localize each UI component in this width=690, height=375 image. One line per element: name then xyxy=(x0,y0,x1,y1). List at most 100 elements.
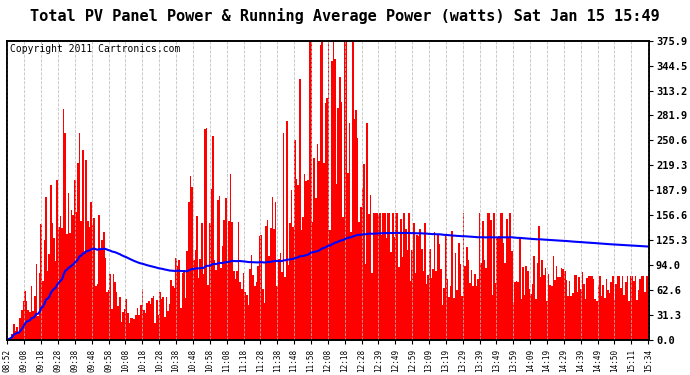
Bar xyxy=(101,240,103,340)
Bar xyxy=(322,42,323,340)
Bar xyxy=(13,324,14,340)
Bar xyxy=(571,296,572,340)
Bar xyxy=(484,260,485,340)
Bar xyxy=(83,251,86,340)
Bar xyxy=(357,138,358,340)
Bar xyxy=(297,185,299,340)
Bar xyxy=(58,227,59,340)
Bar xyxy=(617,276,618,340)
Bar xyxy=(415,273,416,340)
Bar xyxy=(34,296,35,340)
Bar xyxy=(137,309,138,340)
Bar xyxy=(79,133,81,340)
Bar xyxy=(291,190,293,340)
Bar xyxy=(646,276,647,340)
Bar xyxy=(318,161,319,340)
Bar xyxy=(69,233,71,340)
Text: Total PV Panel Power & Running Average Power (watts) Sat Jan 15 15:49: Total PV Panel Power & Running Average P… xyxy=(30,8,660,24)
Bar xyxy=(444,288,445,340)
Bar xyxy=(121,321,122,340)
Bar xyxy=(578,276,580,340)
Bar xyxy=(198,278,199,340)
Bar xyxy=(174,288,175,340)
Bar xyxy=(522,267,524,340)
Bar xyxy=(35,264,37,340)
Bar xyxy=(181,273,184,340)
Bar xyxy=(235,279,236,340)
Bar xyxy=(558,276,559,340)
Bar xyxy=(586,278,588,340)
Bar xyxy=(326,98,328,340)
Bar xyxy=(464,266,466,340)
Bar xyxy=(591,276,593,340)
Bar xyxy=(567,296,569,340)
Bar xyxy=(642,276,644,340)
Bar xyxy=(278,259,279,340)
Bar xyxy=(362,188,363,340)
Bar xyxy=(598,285,599,340)
Bar xyxy=(103,232,105,340)
Bar xyxy=(116,292,117,340)
Bar xyxy=(17,327,18,340)
Bar xyxy=(363,164,365,340)
Bar xyxy=(243,273,244,340)
Bar xyxy=(45,197,47,340)
Bar xyxy=(52,223,53,340)
Bar xyxy=(132,318,133,340)
Bar xyxy=(277,286,278,340)
Bar xyxy=(239,282,241,340)
Bar xyxy=(561,268,562,340)
Bar xyxy=(98,215,100,340)
Bar xyxy=(636,300,638,340)
Bar xyxy=(633,281,635,340)
Bar xyxy=(254,286,255,340)
Bar xyxy=(279,254,282,340)
Bar xyxy=(241,289,243,340)
Bar xyxy=(455,254,456,340)
Bar xyxy=(402,258,403,340)
Bar xyxy=(324,104,326,340)
Bar xyxy=(188,202,190,340)
Bar xyxy=(124,309,126,340)
Bar xyxy=(77,163,79,340)
Bar xyxy=(155,322,156,340)
Bar xyxy=(304,174,306,340)
Bar xyxy=(14,331,17,340)
Bar xyxy=(175,258,177,340)
Bar xyxy=(157,315,159,340)
Bar xyxy=(244,292,246,340)
Bar xyxy=(461,296,463,340)
Bar xyxy=(540,277,542,340)
Bar xyxy=(422,270,424,340)
Bar xyxy=(435,271,437,340)
Bar xyxy=(110,274,111,340)
Bar xyxy=(495,283,496,340)
Bar xyxy=(477,279,479,340)
Bar xyxy=(450,286,451,340)
Bar xyxy=(170,280,172,340)
Bar xyxy=(315,198,317,340)
Bar xyxy=(19,318,21,340)
Bar xyxy=(255,282,257,340)
Bar xyxy=(424,223,426,340)
Bar xyxy=(159,292,161,340)
Bar xyxy=(647,276,649,340)
Bar xyxy=(377,214,380,340)
Bar xyxy=(57,180,58,340)
Bar xyxy=(87,221,88,340)
Bar xyxy=(130,318,132,340)
Bar xyxy=(230,174,231,340)
Bar xyxy=(644,292,646,340)
Bar xyxy=(589,276,591,340)
Bar xyxy=(143,310,145,340)
Bar xyxy=(267,220,268,340)
Bar xyxy=(199,259,201,340)
Bar xyxy=(61,228,63,340)
Bar xyxy=(474,274,475,340)
Bar xyxy=(184,271,185,340)
Bar xyxy=(500,213,501,340)
Bar xyxy=(353,119,355,340)
Bar xyxy=(296,179,297,340)
Bar xyxy=(108,290,110,340)
Bar xyxy=(21,310,23,340)
